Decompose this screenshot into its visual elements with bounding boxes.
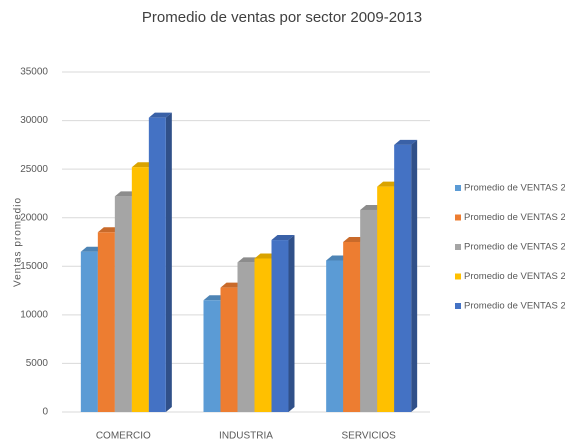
bar <box>271 240 289 412</box>
y-tick-label: 15000 <box>20 261 48 272</box>
bar-top <box>148 112 172 118</box>
bar <box>254 258 272 412</box>
bar <box>114 196 132 412</box>
chart-title: Promedio de ventas por sector 2009-2013 <box>142 9 422 26</box>
legend-label: Promedio de VENTAS 2010 <box>464 212 565 223</box>
bar <box>326 260 344 412</box>
y-tick-label: 0 <box>42 407 48 418</box>
bar <box>97 232 115 412</box>
y-tick-label: 35000 <box>20 67 48 78</box>
legend-swatch <box>455 214 461 221</box>
bar <box>203 300 221 412</box>
x-tick-label: COMERCIO <box>96 431 151 442</box>
bar-side <box>165 112 172 413</box>
bar <box>148 117 166 413</box>
legend-swatch <box>455 273 461 280</box>
y-tick-label: 30000 <box>20 115 48 126</box>
bar <box>360 209 378 412</box>
bar <box>377 186 395 412</box>
x-tick-label: INDUSTRIA <box>219 431 273 442</box>
legend-label: Promedio de VENTAS 2009 <box>464 183 565 194</box>
legend-swatch <box>455 303 461 309</box>
y-tick-label: 25000 <box>20 164 48 175</box>
bar-side <box>411 139 418 412</box>
bar <box>237 262 255 412</box>
bar <box>220 287 238 412</box>
legend-label: Promedio de VENTAS 2011 <box>464 242 565 253</box>
legend-swatch <box>455 185 461 191</box>
bar <box>343 242 361 412</box>
legend-swatch <box>455 244 461 250</box>
x-tick-label: SERVICIOS <box>342 431 397 442</box>
y-tick-label: 20000 <box>20 212 48 223</box>
y-tick-label: 10000 <box>20 309 48 320</box>
bar <box>131 167 149 412</box>
legend-label: Promedio de VENTAS 2013 <box>464 301 565 312</box>
y-axis-title: Ventas promedio <box>13 197 24 287</box>
bar-side <box>288 235 295 412</box>
bar-top <box>271 235 295 241</box>
y-tick-label: 5000 <box>26 358 49 369</box>
bar-top <box>394 139 418 145</box>
bar <box>394 144 412 412</box>
legend-label: Promedio de VENTAS 2012 <box>464 271 565 282</box>
bar <box>80 251 98 412</box>
